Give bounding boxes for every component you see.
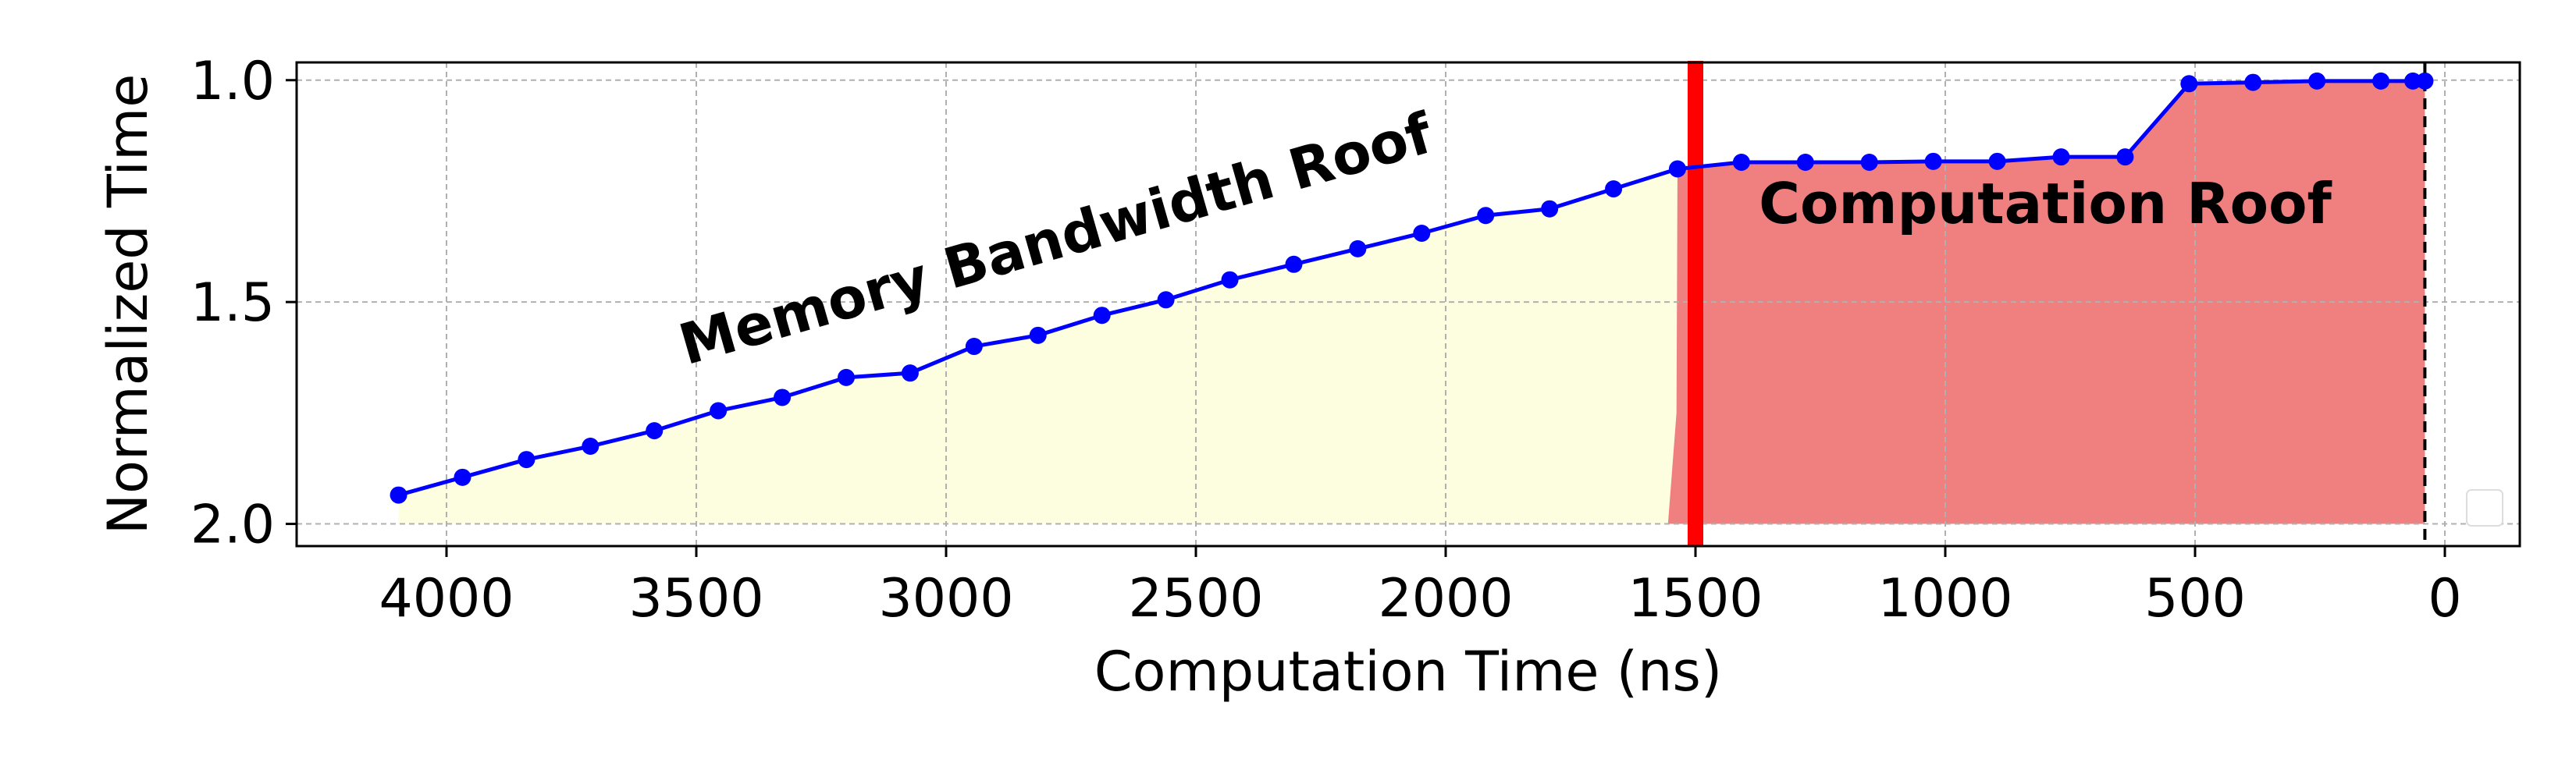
x-tick-label: 3500 — [628, 568, 763, 630]
data-point — [965, 338, 983, 356]
data-point — [2372, 72, 2390, 90]
data-point — [1732, 153, 1750, 171]
data-point — [1796, 153, 1814, 171]
data-point — [1413, 224, 1431, 242]
y-tick-label: 2.0 — [190, 495, 275, 556]
x-tick-label: 500 — [2144, 568, 2246, 630]
data-point — [2404, 72, 2422, 90]
data-point — [2116, 148, 2134, 166]
x-tick-label: 1500 — [1628, 568, 1763, 630]
data-point — [1605, 180, 1623, 198]
memory-roof-region — [398, 169, 1678, 524]
x-tick-label: 2500 — [1128, 568, 1263, 630]
data-point — [454, 468, 471, 486]
data-point — [1157, 291, 1175, 309]
data-point — [2308, 72, 2326, 90]
x-axis-label: Computation Time (ns) — [1094, 640, 1722, 704]
data-point — [1668, 160, 1686, 178]
data-point — [1093, 307, 1111, 325]
computation-roof-region — [1667, 80, 2425, 524]
data-point — [1541, 200, 1559, 218]
data-point — [518, 451, 535, 469]
y-axis-label: Normalized Time — [96, 74, 160, 535]
data-point — [838, 368, 855, 386]
x-tick-label: 0 — [2428, 568, 2461, 630]
data-point — [2244, 73, 2262, 91]
data-point — [1029, 326, 1047, 344]
x-tick-label: 2000 — [1378, 568, 1513, 630]
data-point — [1477, 207, 1495, 225]
legend-box — [2466, 489, 2503, 527]
data-point — [710, 402, 728, 420]
data-point — [1221, 271, 1239, 289]
y-tick-label: 1.5 — [190, 272, 275, 334]
data-point — [646, 422, 664, 440]
data-point — [2180, 75, 2198, 93]
data-point — [582, 438, 600, 456]
data-point — [1285, 255, 1303, 273]
data-point — [2416, 72, 2434, 90]
data-point — [2052, 148, 2070, 166]
data-point — [1860, 153, 1878, 171]
x-tick-label: 4000 — [379, 568, 514, 630]
data-point — [1349, 239, 1367, 257]
x-tick-label: 3000 — [878, 568, 1013, 630]
data-point — [901, 364, 919, 382]
data-point — [1924, 152, 1942, 170]
data-point — [774, 388, 792, 406]
plot-frame — [295, 61, 2521, 548]
data-point — [1988, 152, 2006, 170]
computation-roof-label: Computation Roof — [1759, 171, 2332, 236]
y-tick-label: 1.0 — [190, 51, 275, 112]
series-line — [397, 79, 2425, 497]
x-tick-label: 1000 — [1877, 568, 2012, 630]
data-point — [390, 486, 407, 504]
